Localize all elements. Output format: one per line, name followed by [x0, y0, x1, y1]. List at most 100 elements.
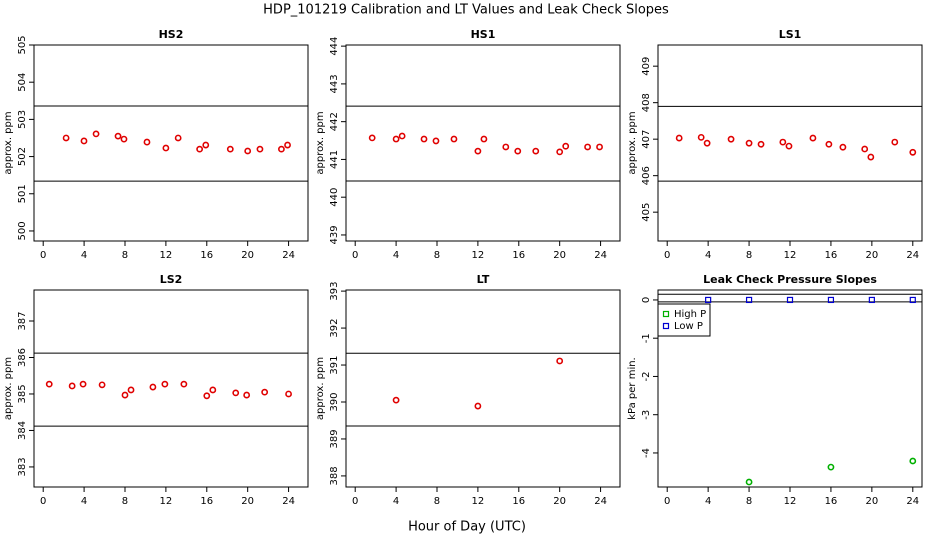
point: [127, 386, 135, 394]
point: [261, 388, 269, 396]
point: [861, 145, 869, 153]
point: [226, 145, 234, 153]
point: [450, 135, 458, 143]
x-tick-label: 20: [553, 250, 566, 261]
point: [514, 147, 522, 155]
y-tick-label: 383: [17, 457, 28, 476]
point: [562, 142, 570, 150]
point: [867, 153, 875, 161]
point: [68, 382, 76, 390]
x-tick-label: 8: [434, 496, 440, 507]
point: [745, 478, 753, 486]
point: [232, 389, 240, 397]
legend-swatch: [662, 310, 670, 318]
point: [420, 135, 428, 143]
point: [80, 137, 88, 145]
point: [398, 132, 406, 140]
x-tick-label: 16: [200, 496, 213, 507]
x-tick-label: 0: [352, 496, 358, 507]
point: [162, 144, 170, 152]
point: [868, 296, 875, 304]
point: [149, 383, 157, 391]
x-tick-label: 12: [160, 496, 173, 507]
point: [909, 148, 917, 156]
point: [827, 296, 835, 304]
x-tick-label: 4: [81, 496, 87, 507]
x-tick-label: 20: [865, 250, 878, 261]
y-tick-label: 503: [17, 110, 28, 129]
y-tick-label: -2: [641, 371, 652, 381]
point: [209, 386, 217, 394]
point: [392, 396, 400, 404]
point: [839, 143, 847, 151]
y-tick-label: 407: [641, 130, 652, 149]
x-tick-label: 4: [705, 250, 711, 261]
point: [202, 141, 210, 149]
point: [809, 134, 817, 142]
y-tick-label: 390: [329, 392, 340, 411]
point: [278, 145, 285, 153]
y-tick-label: -1: [641, 333, 652, 343]
x-tick-label: 20: [241, 496, 254, 507]
x-tick-label: 20: [241, 250, 254, 261]
point: [480, 135, 488, 143]
y-tick-label: 439: [329, 225, 340, 244]
point: [727, 135, 735, 143]
point: [120, 135, 128, 143]
point: [143, 138, 151, 146]
point: [79, 380, 87, 388]
point: [596, 143, 603, 151]
x-tick-label: 0: [40, 496, 46, 507]
x-tick-label: 8: [434, 250, 440, 261]
point: [196, 145, 204, 153]
y-tick-label: 505: [17, 35, 28, 54]
y-tick-label: 500: [17, 221, 28, 240]
y-axis-label: approx. ppm: [3, 357, 14, 420]
point: [432, 137, 440, 145]
x-tick-label: 24: [906, 250, 919, 261]
y-tick-label: -4: [641, 448, 652, 458]
point: [584, 143, 591, 151]
y-tick-label: 504: [17, 73, 28, 92]
x-tick-label: 24: [594, 496, 607, 507]
x-tick-label: 12: [784, 250, 797, 261]
point: [779, 138, 787, 146]
point: [556, 148, 564, 156]
x-tick-label: 12: [160, 250, 173, 261]
point: [203, 392, 211, 400]
point: [256, 145, 264, 153]
y-tick-label: 389: [329, 429, 340, 448]
y-tick-label: 442: [329, 112, 340, 131]
point: [180, 380, 188, 388]
point: [98, 381, 106, 389]
x-tick-label: 12: [784, 496, 797, 507]
x-tick-label: 20: [553, 496, 566, 507]
point: [62, 134, 70, 142]
point: [392, 135, 400, 143]
x-tick-label: 0: [664, 250, 670, 261]
y-tick-label: 392: [329, 319, 340, 338]
point: [532, 147, 540, 155]
panel-title: LS1: [779, 28, 802, 41]
point: [92, 130, 100, 138]
point: [703, 139, 711, 147]
x-tick-label: 4: [393, 250, 399, 261]
legend-box: [657, 303, 711, 337]
y-tick-label: 502: [17, 147, 28, 166]
y-tick-label: 388: [329, 466, 340, 485]
y-tick-label: 444: [329, 37, 340, 56]
point: [368, 134, 376, 142]
x-tick-label: 24: [282, 250, 295, 261]
point: [502, 143, 510, 151]
y-tick-label: 391: [329, 355, 340, 374]
point: [909, 457, 917, 465]
x-tick-label: 24: [906, 496, 919, 507]
y-tick-label: 386: [17, 348, 28, 367]
x-tick-label: 8: [746, 496, 752, 507]
point: [785, 142, 793, 150]
panel-title: HS2: [159, 28, 184, 41]
panel-title: HS1: [471, 28, 496, 41]
y-tick-label: 0: [641, 297, 652, 303]
x-tick-label: 0: [352, 250, 358, 261]
y-tick-label: 441: [329, 150, 340, 169]
